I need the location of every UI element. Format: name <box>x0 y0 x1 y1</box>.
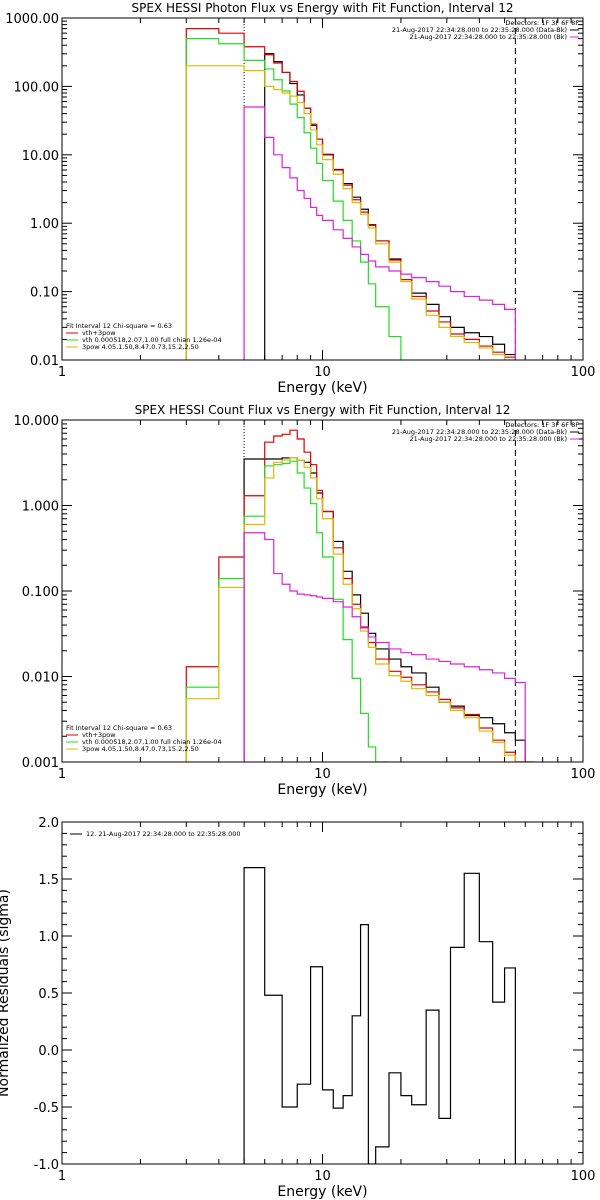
series-1 <box>185 28 516 360</box>
y-tick-label: 0.10 <box>30 286 59 301</box>
y-tick-label: 0.001 <box>22 756 59 771</box>
x-tick-label: 100 <box>571 1169 596 1184</box>
chart-panel-2: SPEX HESSI Count Flux vs Energy with Fit… <box>14 403 596 798</box>
plot-frame <box>61 17 584 361</box>
legend-topright-text: 21-Aug-2017 22:34:28.000 to 22:35:28.000… <box>410 435 567 443</box>
series-0 <box>264 53 516 360</box>
x-axis-label: Energy (keV) <box>277 380 367 396</box>
x-tick-label: 1 <box>58 1169 66 1184</box>
legend-bottomleft-text: vth 0.000518,2.07,1.00 full chian 1.26e-… <box>82 738 222 746</box>
legend-topright-text: Detectors: 1F 3F 6F 8F <box>505 19 579 27</box>
chart-panel-1: SPEX HESSI Photon Flux vs Energy with Fi… <box>5 1 595 396</box>
y-tick-label: 0.01 <box>30 354 59 369</box>
y-axis-label: Normalized Residuals (sigma) <box>0 889 12 1097</box>
series-4 <box>243 106 516 360</box>
y-tick-label: 100.00 <box>14 80 60 95</box>
legend-topright-text: 21-Aug-2017 22:34:28.000 to 22:35:28.000… <box>392 428 567 436</box>
x-tick-label: 100 <box>571 365 596 380</box>
series-group <box>185 429 535 762</box>
series-4 <box>243 532 526 762</box>
y-tick-label: -1.0 <box>34 1158 59 1173</box>
legend-topright-text: 21-Aug-2017 22:34:28.000 to 22:35:28.000… <box>410 33 567 41</box>
x-axis-label: Energy (keV) <box>277 782 367 798</box>
y-tick-label: 0.010 <box>22 671 59 686</box>
legend-bottomleft-text: Fit Interval 12 Chi-square = 0.63 <box>66 724 172 732</box>
series-group <box>185 28 516 360</box>
y-tick-label: 1000.00 <box>5 12 59 27</box>
legend-topright-text: Detectors: 1F 3F 6F 8F <box>505 421 579 429</box>
series-0 <box>243 457 526 762</box>
legend-bottomleft-text: vth 0.000518,2.07,1.00 full chian 1.26e-… <box>82 336 222 344</box>
legend-bottomleft-text: vth+3pow <box>82 329 116 337</box>
y-tick-label: 0.5 <box>38 987 59 1002</box>
series-1 <box>185 429 535 762</box>
chart-title: SPEX HESSI Count Flux vs Energy with Fit… <box>135 403 511 417</box>
series-3 <box>185 457 535 762</box>
y-tick-label: 1.000 <box>22 500 59 515</box>
legend-bottomleft-text: 3pow 4.05,1.50,8.47,0.73,15.2,2.50 <box>82 745 199 753</box>
y-tick-label: 1.5 <box>38 873 59 888</box>
series-3 <box>185 65 516 360</box>
y-tick-label: 10.000 <box>14 414 60 429</box>
legend-topright-text: 21-Aug-2017 22:34:28.000 to 22:35:28.000… <box>392 26 567 34</box>
x-axis-label: Energy (keV) <box>277 1184 367 1200</box>
series-2 <box>185 460 389 762</box>
x-tick-label: 10 <box>314 767 331 782</box>
series-0 <box>243 867 516 1164</box>
plot-frame <box>61 419 584 763</box>
y-tick-label: 1.00 <box>30 217 59 232</box>
legend-bottomleft-text: Fit Interval 12 Chi-square = 0.63 <box>66 322 172 330</box>
plot-frame <box>61 821 584 1165</box>
x-tick-label: 10 <box>314 1169 331 1184</box>
series-2 <box>185 37 402 360</box>
y-tick-label: 10.00 <box>22 149 59 164</box>
y-tick-label: 1.0 <box>38 930 59 945</box>
x-tick-label: 10 <box>314 365 331 380</box>
legend-topleft-text: 12. 21-Aug-2017 22:34:28.000 to 22:35:28… <box>86 830 241 838</box>
chart-title: SPEX HESSI Photon Flux vs Energy with Fi… <box>132 1 514 15</box>
legend-bottomleft-text: vth+3pow <box>82 731 116 739</box>
x-tick-label: 1 <box>58 767 66 782</box>
x-tick-label: 100 <box>571 767 596 782</box>
chart-panel-3: 1 10 100 -1.0 -0.5 0.0 0.5 1.0 1.5 2.0 Energy (keV… <box>0 816 595 1200</box>
legend-bottomleft-text: 3pow 4.05,1.50,8.47,0.73,15.2,2.50 <box>82 343 199 351</box>
series-group <box>243 867 516 1164</box>
y-tick-label: 0.0 <box>38 1044 59 1059</box>
y-tick-label: 0.100 <box>22 585 59 600</box>
y-tick-label: -0.5 <box>34 1101 59 1116</box>
x-tick-label: 1 <box>58 365 66 380</box>
y-tick-label: 2.0 <box>38 816 59 831</box>
